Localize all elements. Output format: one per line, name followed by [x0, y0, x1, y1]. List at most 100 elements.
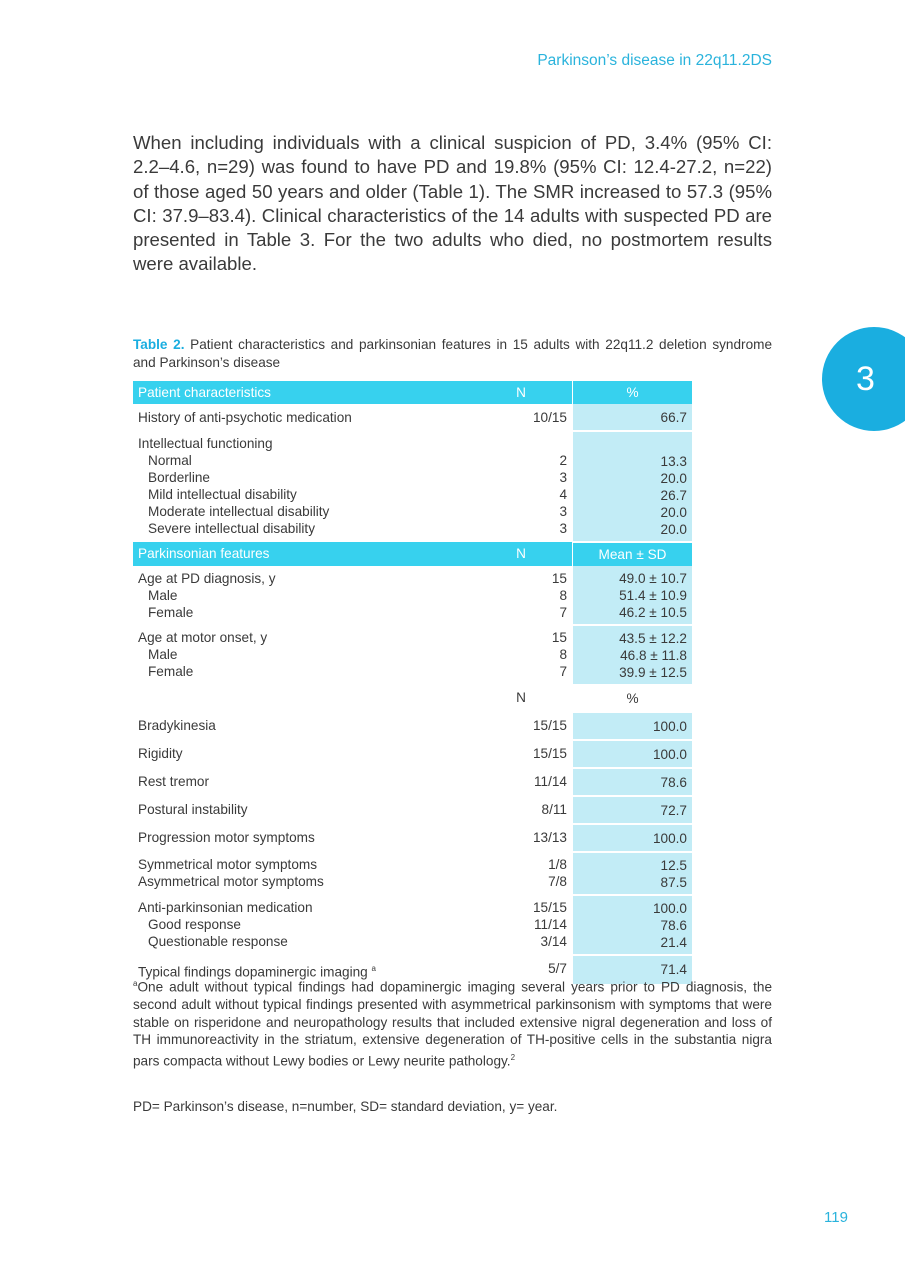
- cell: [133, 685, 470, 712]
- chapter-tab: 3: [822, 327, 905, 431]
- n-line: 15: [551, 571, 567, 586]
- item-n: 4: [559, 487, 567, 502]
- value-line: 100.0: [652, 831, 687, 846]
- value-cell: 66.7: [572, 404, 692, 432]
- item-value: 26.7: [660, 488, 687, 503]
- value-cell: 100.0: [572, 740, 692, 769]
- n-cell: 15/15: [470, 712, 573, 740]
- n-cell: 15/15: [470, 740, 573, 768]
- item-n: 11/14: [533, 917, 567, 932]
- value-cell: 78.6: [572, 768, 692, 797]
- item-n: 2: [559, 453, 567, 468]
- item-label: Good response: [148, 917, 241, 932]
- label-cell: Progression motor symptoms: [133, 824, 470, 852]
- footnote-marker: a: [133, 979, 138, 988]
- row: Intellectual functioning Normal Borderline…: [133, 431, 692, 543]
- item-label: Severe intellectual disability: [148, 521, 315, 536]
- label-cell: Age at PD diagnosis, y Male Female: [133, 566, 470, 625]
- row: Rest tremor 11/14 78.6: [133, 768, 692, 797]
- n-cell: 15 8 7: [470, 566, 573, 625]
- n-cell: 13/13: [470, 824, 573, 852]
- n-cell: 10/15: [470, 404, 573, 431]
- row: Typical findings dopaminergic imaging a 5…: [133, 955, 692, 986]
- item-n: 3/14: [540, 934, 567, 949]
- footnote: aOne adult without typical findings had …: [133, 975, 772, 1070]
- table-caption: Table 2. Patient characteristics and par…: [133, 336, 772, 372]
- item-n: 7/8: [548, 874, 567, 889]
- label-cell: Bradykinesia: [133, 712, 470, 740]
- value-line: 49.0 ± 10.7: [619, 571, 687, 586]
- row: History of anti-psychotic medication 10/1…: [133, 404, 692, 432]
- value-line: 71.4: [660, 962, 687, 977]
- footnote-ref: 2: [510, 1052, 516, 1062]
- row-label: Postural instability: [138, 801, 465, 818]
- n-line: 10/15: [532, 410, 567, 425]
- n-line: 1/8: [548, 857, 567, 872]
- header-cell: N: [470, 381, 573, 404]
- row-label: Symmetrical motor symptoms: [138, 856, 465, 873]
- row-label: Age at PD diagnosis, y: [138, 570, 465, 587]
- header-row: Patient characteristics N%: [133, 381, 692, 404]
- row-label: Intellectual functioning: [138, 435, 465, 452]
- value-cell: 72.7: [572, 796, 692, 825]
- item-value: 51.4 ± 10.9: [619, 588, 687, 603]
- item-label: Female: [148, 664, 194, 679]
- n-line: 5/7: [548, 961, 567, 976]
- item-value: 78.6: [660, 918, 687, 933]
- label-cell: Intellectual functioning Normal Borderline…: [133, 431, 470, 542]
- value-line: [578, 436, 687, 453]
- item-label: Questionable response: [148, 934, 288, 949]
- row: Age at PD diagnosis, y Male Female 15 8 7 49.0…: [133, 566, 692, 626]
- item-value: 13.3: [660, 454, 687, 469]
- value-cell: 71.4: [572, 955, 692, 986]
- table: Patient characteristics N% History of anti…: [133, 381, 692, 986]
- n-line: [475, 435, 567, 452]
- label-text: Age at motor onset, y: [138, 630, 268, 645]
- item-label: Moderate intellectual disability: [148, 504, 330, 519]
- abbreviations: PD= Parkinson’s disease, n=number, SD= s…: [133, 1099, 558, 1114]
- label-text: Anti-parkinsonian medication: [138, 900, 313, 915]
- row: Symmetrical motor symptoms Asymmetrical m…: [133, 852, 692, 896]
- label-text: Intellectual functioning: [138, 436, 273, 451]
- caption-text: Patient characteristics and parkinsonian…: [133, 337, 773, 370]
- subheader-row: N%: [133, 685, 692, 713]
- table-body: Patient characteristics N% History of anti…: [133, 381, 692, 986]
- n-cell: 5/7: [470, 955, 573, 985]
- label-cell: Anti-parkinsonian medication Good respons…: [133, 895, 470, 955]
- item-label: Normal: [148, 453, 192, 468]
- header-cell: N: [470, 542, 573, 566]
- item-n: 7: [559, 664, 567, 679]
- item-label: Borderline: [148, 470, 210, 485]
- value-line: 100.0: [652, 747, 687, 762]
- value-cell: 43.5 ± 12.2 46.8 ± 11.8 39.9 ± 12.5: [572, 625, 692, 686]
- subheader-cell: N: [470, 685, 573, 712]
- row-label: Progression motor symptoms: [138, 829, 465, 846]
- label-cell: Rest tremor: [133, 768, 470, 796]
- label-text: Symmetrical motor symptoms: [138, 857, 318, 872]
- value-cell: 12.5 87.5: [572, 852, 692, 896]
- label-text: Rigidity: [138, 746, 183, 761]
- item-value: 39.9 ± 12.5: [619, 665, 687, 680]
- value-line: 66.7: [660, 410, 687, 425]
- row: Age at motor onset, y Male Female 15 8 7 43.5 …: [133, 625, 692, 686]
- header-cell: Patient characteristics: [133, 381, 470, 404]
- row-label: Rest tremor: [138, 773, 465, 790]
- footnote-marker: a: [371, 964, 376, 973]
- item-value: 20.0: [660, 471, 687, 486]
- item-label: Male: [148, 588, 178, 603]
- value-cell: 100.0 78.6 21.4: [572, 895, 692, 956]
- row: Bradykinesia 15/15 100.0: [133, 712, 692, 741]
- label-text: Age at PD diagnosis, y: [138, 571, 276, 586]
- item-label: Male: [148, 647, 178, 662]
- item-value: 46.8 ± 11.8: [620, 648, 687, 663]
- item-n: 7: [559, 605, 567, 620]
- value-line: 78.6: [660, 775, 687, 790]
- header-row: Parkinsonian features N Mean ± SD: [133, 542, 692, 566]
- value-line: 72.7: [660, 803, 687, 818]
- n-line: 11/14: [533, 774, 567, 789]
- item-label: Mild intellectual disability: [148, 487, 297, 502]
- n-cell: 11/14: [470, 768, 573, 796]
- n-cell: 1/8 7/8: [470, 852, 573, 895]
- n-cell: 15 8 7: [470, 625, 573, 685]
